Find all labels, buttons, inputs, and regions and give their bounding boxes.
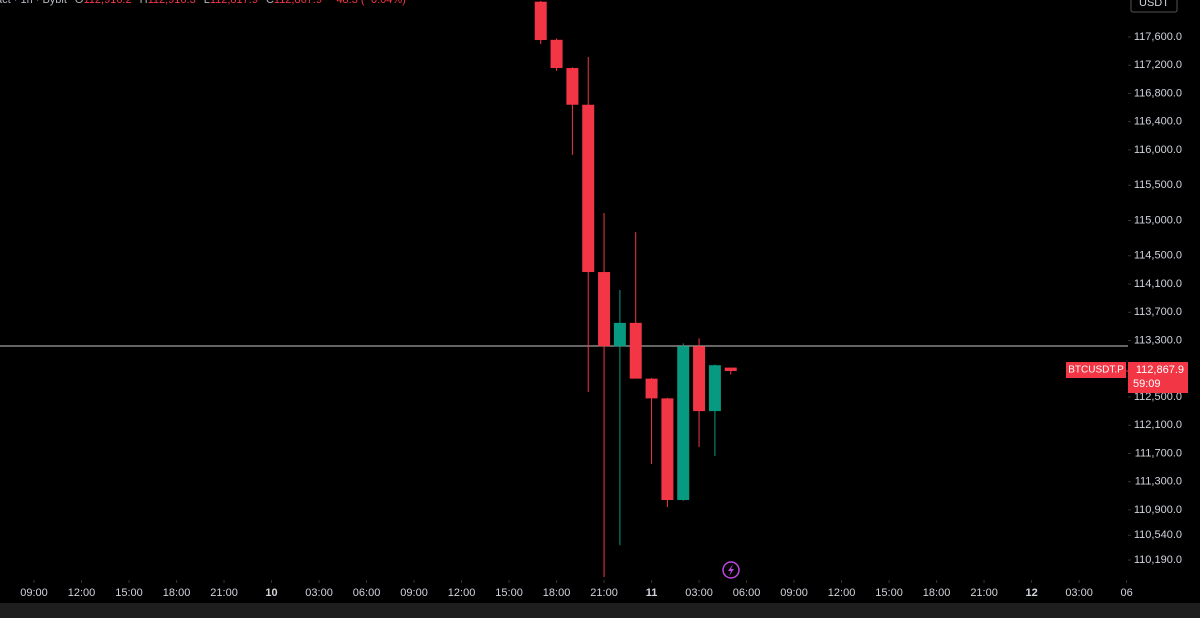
- candle-body: [677, 346, 690, 501]
- x-tick-label: 18:00: [923, 587, 951, 599]
- x-tick-label: 03:00: [305, 587, 333, 599]
- bottom-bar: [0, 603, 1200, 618]
- x-tick-label: 21:00: [590, 587, 618, 599]
- x-tick-label: 09:00: [400, 587, 428, 599]
- candle-body: [645, 378, 658, 399]
- y-tick-label: 116,000.0: [1134, 144, 1182, 156]
- price-tag: [1128, 362, 1188, 394]
- y-tick-label: 117,600.0: [1134, 31, 1182, 43]
- last-price: 112,867.9: [1136, 364, 1184, 376]
- y-tick-label: 115,000.0: [1134, 214, 1182, 226]
- x-tick-label: 12:00: [448, 587, 476, 599]
- x-tick-label: 18:00: [543, 587, 571, 599]
- y-tick-label: 112,100.0: [1134, 419, 1182, 431]
- ohlc-value: 112,916.2: [83, 0, 131, 6]
- x-tick-label: 12: [1025, 587, 1037, 599]
- candle-body: [550, 39, 563, 69]
- ohlc-value: 112,916.3: [148, 0, 196, 6]
- x-tick-label: 15:00: [495, 587, 523, 599]
- y-tick-label: 114,100.0: [1134, 278, 1182, 290]
- y-tick-label: 110,540.0: [1134, 529, 1182, 541]
- x-tick-label: 10: [265, 587, 277, 599]
- x-tick-label: 06:00: [353, 587, 381, 599]
- x-tick-label: 03:00: [685, 587, 713, 599]
- y-tick-label: 111,700.0: [1135, 447, 1182, 459]
- candle-body: [708, 365, 721, 412]
- ohlc-prefix: C: [266, 0, 274, 6]
- y-tick-label: 110,900.0: [1134, 504, 1182, 516]
- y-tick-label: 116,400.0: [1134, 116, 1182, 128]
- ohlc-prefix: L: [204, 0, 210, 6]
- x-tick-label: 06: [1120, 587, 1132, 599]
- candle-body: [693, 346, 706, 412]
- y-tick-label: 112,500.0: [1134, 391, 1182, 403]
- candle-body: [534, 1, 547, 41]
- symbol-tag: [1066, 362, 1126, 379]
- candle-body: [566, 68, 579, 105]
- ohlc-prefix: O: [75, 0, 84, 6]
- countdown: 59:09: [1133, 378, 1161, 390]
- candle-body: [629, 322, 642, 379]
- x-tick-label: 09:00: [780, 587, 808, 599]
- header: act · 1h · BybitO112,916.2H112,916.3L112…: [0, 0, 406, 6]
- y-tick-label: 111,300.0: [1135, 476, 1182, 488]
- x-tick-label: 15:00: [115, 587, 143, 599]
- y-tick-label: 114,500.0: [1134, 250, 1182, 262]
- y-tick-label: 117,200.0: [1134, 59, 1182, 71]
- x-tick-label: 21:00: [970, 587, 998, 599]
- y-tick-label: 116,800.0: [1134, 87, 1182, 99]
- currency-box: [1130, 0, 1178, 13]
- x-tick-label: 09:00: [20, 587, 48, 599]
- candle-body: [582, 104, 595, 273]
- candle-body: [598, 272, 611, 347]
- x-tick-label: 12:00: [68, 587, 96, 599]
- candle-body: [613, 322, 626, 347]
- y-tick-label: 113,300.0: [1134, 334, 1182, 346]
- currency: USDT: [1139, 0, 1169, 9]
- x-tick-label: 06:00: [733, 587, 761, 599]
- ohlc-value: 112,817.9: [210, 0, 258, 6]
- change: −48.3 (−0.04%): [330, 0, 406, 6]
- candle-body: [724, 367, 737, 372]
- candle-body: [661, 398, 674, 501]
- y-tick-label: 115,500.0: [1134, 179, 1182, 191]
- x-tick-label: 03:00: [1065, 587, 1093, 599]
- header-source: act · 1h · Bybit: [0, 0, 67, 6]
- symbol: BTCUSDT.P: [1068, 365, 1124, 376]
- x-tick-label: 18:00: [163, 587, 191, 599]
- x-tick-label: 12:00: [828, 587, 856, 599]
- ohlc-prefix: H: [140, 0, 148, 6]
- y-tick-label: 113,700.0: [1134, 306, 1182, 318]
- ohlc-value: 112,867.9: [274, 0, 322, 6]
- x-tick-label: 11: [646, 587, 658, 599]
- x-tick-label: 21:00: [210, 587, 238, 599]
- lightning-icon: [722, 561, 740, 579]
- x-tick-label: 15:00: [875, 587, 903, 599]
- y-tick-label: 110,190.0: [1134, 554, 1182, 566]
